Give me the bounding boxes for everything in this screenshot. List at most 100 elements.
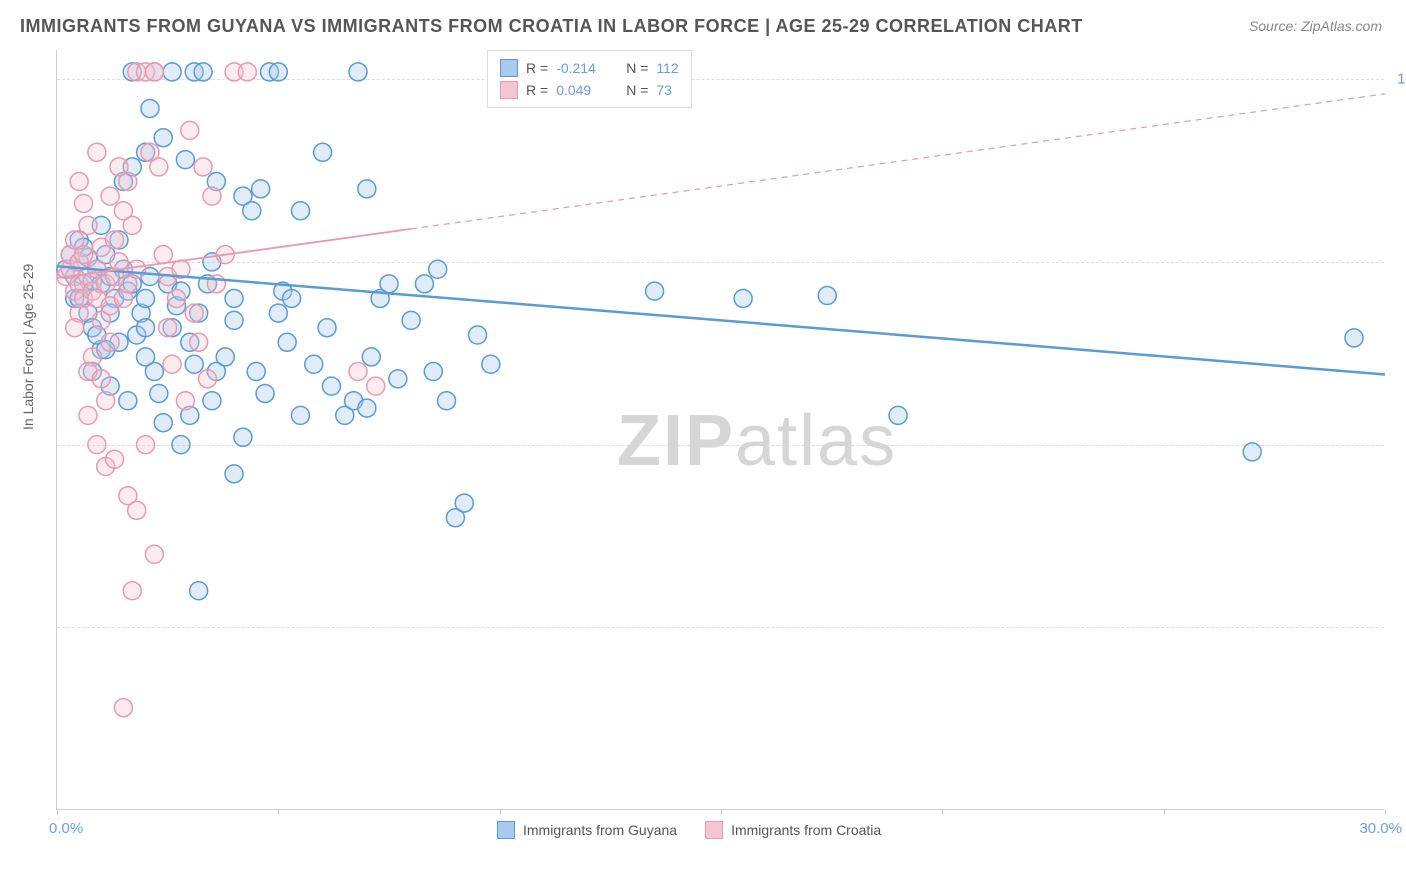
data-point (225, 311, 243, 329)
data-point (362, 348, 380, 366)
data-point (424, 363, 442, 381)
r-value-guyana: -0.214 (556, 60, 612, 76)
data-point (137, 348, 155, 366)
data-point (646, 282, 664, 300)
data-point (367, 377, 385, 395)
data-point (88, 143, 106, 161)
data-point (154, 246, 172, 264)
swatch-guyana (500, 59, 518, 77)
data-point (123, 216, 141, 234)
data-point (145, 63, 163, 81)
r-value-croatia: 0.049 (556, 82, 612, 98)
data-point (79, 216, 97, 234)
n-value-croatia: 73 (656, 82, 672, 98)
data-point (438, 392, 456, 410)
data-point (159, 319, 177, 337)
data-point (225, 289, 243, 307)
data-point (75, 246, 93, 264)
data-point (163, 355, 181, 373)
data-point (75, 194, 93, 212)
data-point (106, 231, 124, 249)
data-point (380, 275, 398, 293)
data-point (216, 348, 234, 366)
y-axis-label: In Labor Force | Age 25-29 (20, 264, 36, 430)
data-point (243, 202, 261, 220)
data-point (482, 355, 500, 373)
data-point (190, 582, 208, 600)
data-point (1243, 443, 1261, 461)
correlation-legend: R = -0.214 N = 112 R = 0.049 N = 73 (487, 50, 692, 108)
data-point (101, 187, 119, 205)
data-point (818, 287, 836, 305)
data-point (203, 187, 221, 205)
chart-title: IMMIGRANTS FROM GUYANA VS IMMIGRANTS FRO… (20, 16, 1083, 37)
data-point (123, 582, 141, 600)
data-point (145, 545, 163, 563)
data-point (106, 450, 124, 468)
data-point (66, 319, 84, 337)
data-point (141, 99, 159, 117)
series-legend: Immigrants from Guyana Immigrants from C… (497, 821, 881, 839)
data-point (291, 202, 309, 220)
data-point (238, 63, 256, 81)
data-point (256, 384, 274, 402)
data-point (154, 129, 172, 147)
data-point (172, 436, 190, 454)
data-point (469, 326, 487, 344)
data-point (349, 63, 367, 81)
data-point (119, 392, 137, 410)
data-point (163, 63, 181, 81)
data-point (137, 319, 155, 337)
data-point (234, 428, 252, 446)
data-point (185, 355, 203, 373)
data-point (181, 121, 199, 139)
data-point (358, 399, 376, 417)
data-point (305, 355, 323, 373)
data-point (101, 333, 119, 351)
data-point (185, 304, 203, 322)
data-point (291, 406, 309, 424)
data-point (92, 370, 110, 388)
series-label-croatia: Immigrants from Croatia (731, 822, 881, 838)
data-point (269, 304, 287, 322)
legend-row-guyana: R = -0.214 N = 112 (500, 57, 679, 79)
data-point (318, 319, 336, 337)
x-min-label: 0.0% (49, 820, 83, 837)
data-point (176, 392, 194, 410)
data-point (168, 289, 186, 307)
data-point (128, 501, 146, 519)
data-point (137, 289, 155, 307)
data-point (88, 436, 106, 454)
legend-row-croatia: R = 0.049 N = 73 (500, 79, 679, 101)
swatch-guyana (497, 821, 515, 839)
swatch-croatia (705, 821, 723, 839)
series-label-guyana: Immigrants from Guyana (523, 822, 677, 838)
data-point (176, 151, 194, 169)
data-point (150, 158, 168, 176)
r-label: R = (526, 82, 548, 98)
data-point (415, 275, 433, 293)
data-point (154, 414, 172, 432)
data-point (1345, 329, 1363, 347)
data-point (349, 363, 367, 381)
chart-plot-area: 62.5%75.0%87.5%100.0% 0.0% 30.0% ZIPatla… (56, 50, 1384, 810)
trend-line (57, 266, 1385, 374)
data-point (203, 392, 221, 410)
source-attribution: Source: ZipAtlas.com (1249, 18, 1382, 34)
n-label: N = (626, 60, 648, 76)
data-point (114, 699, 132, 717)
r-label: R = (526, 60, 548, 76)
data-point (194, 158, 212, 176)
trend-line-extrapolated (411, 94, 1385, 229)
data-point (70, 173, 88, 191)
legend-item-guyana: Immigrants from Guyana (497, 821, 677, 839)
data-point (889, 406, 907, 424)
data-point (389, 370, 407, 388)
n-label: N = (626, 82, 648, 98)
data-point (314, 143, 332, 161)
data-point (199, 370, 217, 388)
data-point (194, 63, 212, 81)
data-point (137, 436, 155, 454)
data-point (79, 406, 97, 424)
x-max-label: 30.0% (1359, 820, 1402, 837)
